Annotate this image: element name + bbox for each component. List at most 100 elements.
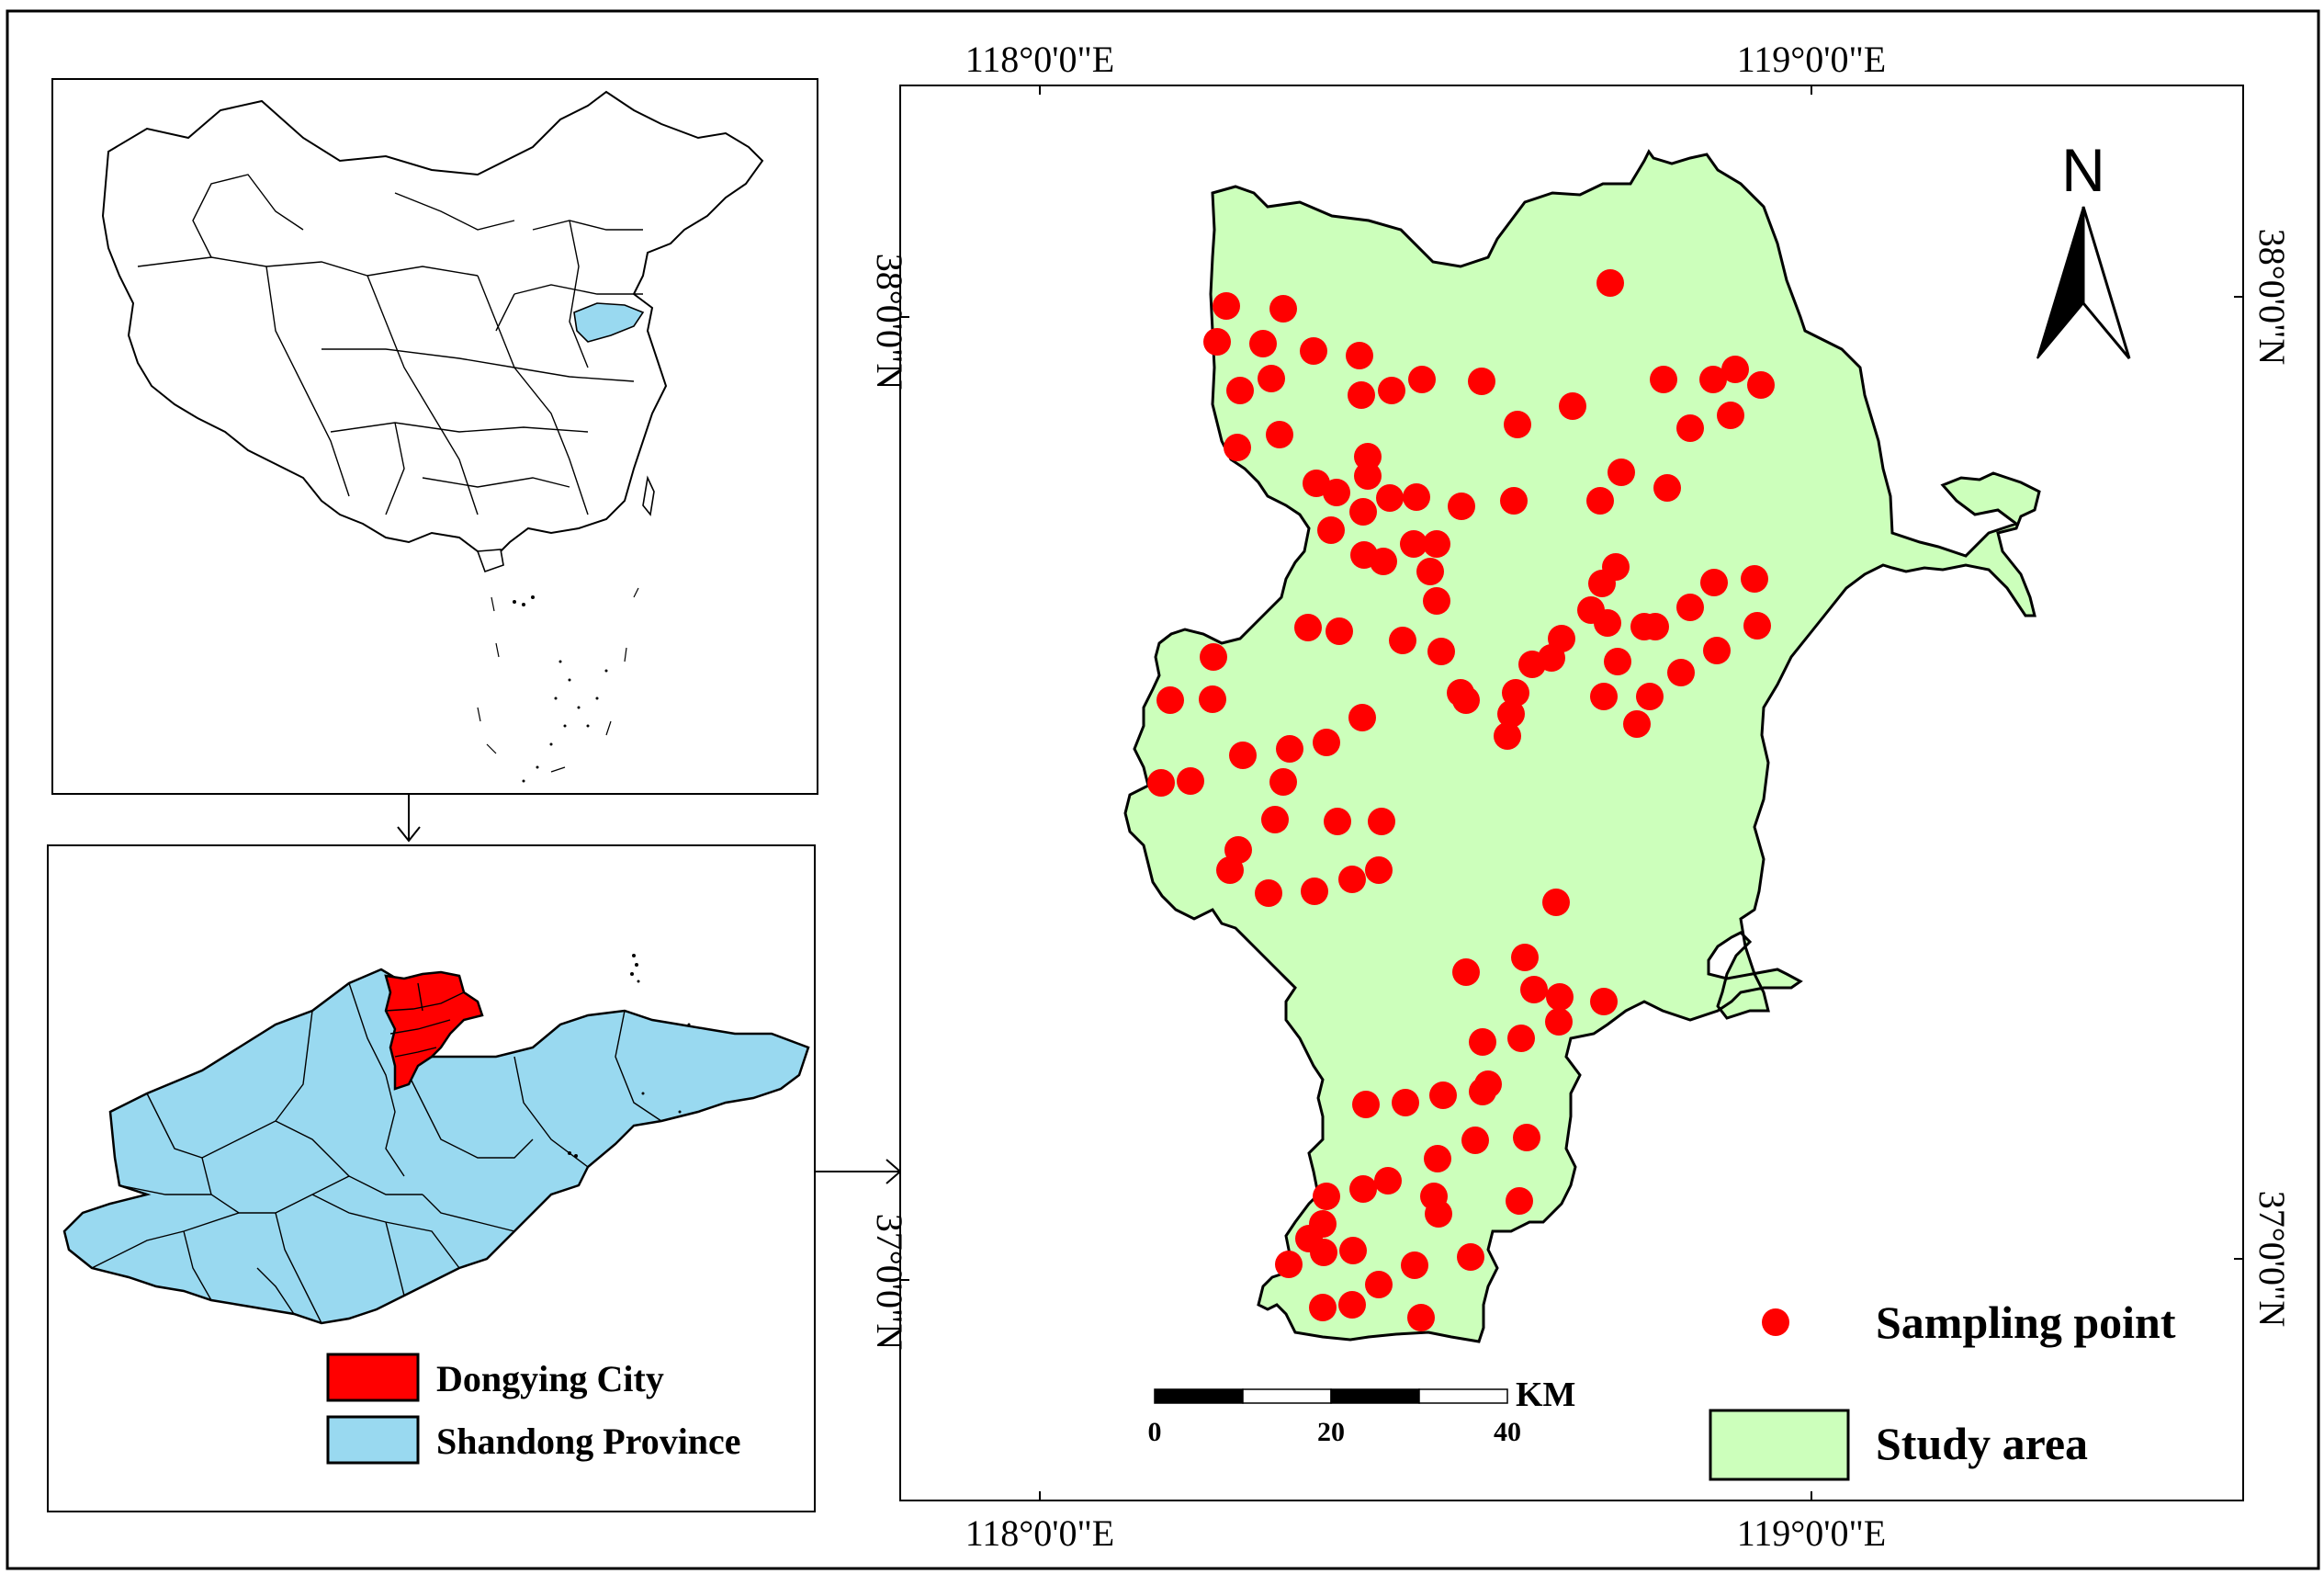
scale-bar: 0 20 40 KM	[1148, 1376, 1576, 1447]
sampling-point	[1416, 558, 1444, 585]
left-lat-label-38: 38°0'0"N	[869, 254, 910, 390]
offshore-islands	[568, 954, 691, 1158]
sampling-point	[1313, 729, 1340, 756]
sampling-point	[1500, 487, 1528, 515]
sampling-point	[1229, 742, 1257, 769]
sampling-point	[1348, 704, 1376, 731]
main-map: 118°0'0"E 119°0'0"E 118°0'0"E 119°0'0"E …	[869, 39, 2293, 1554]
legend-point-symbol	[1762, 1308, 1789, 1336]
sampling-point	[1623, 710, 1651, 738]
sampling-point	[1403, 483, 1430, 511]
sampling-point	[1407, 1304, 1435, 1331]
sampling-point	[1354, 443, 1382, 470]
sampling-point	[1365, 1271, 1393, 1298]
sampling-point	[1538, 644, 1565, 672]
scale-seg-4	[1418, 1388, 1508, 1404]
sampling-point	[1504, 411, 1531, 438]
sampling-point	[1741, 565, 1768, 593]
outer-frame	[6, 9, 2320, 1570]
sampling-point	[1147, 769, 1175, 797]
sampling-points	[1147, 269, 1775, 1331]
sampling-point	[1424, 1145, 1451, 1172]
sampling-point	[1266, 421, 1293, 448]
sampling-point	[1213, 292, 1240, 320]
hainan-island	[476, 549, 504, 573]
sampling-point	[1156, 686, 1184, 714]
sampling-point	[1378, 377, 1405, 404]
china-inset	[51, 78, 818, 795]
arrow-down	[397, 794, 421, 843]
sampling-point	[1348, 381, 1375, 409]
sampling-point	[1429, 1081, 1457, 1109]
sampling-point	[1258, 365, 1285, 392]
sampling-point	[1506, 1187, 1533, 1215]
sampling-point	[1352, 1091, 1380, 1118]
sampling-point	[1326, 617, 1353, 645]
sampling-point	[1374, 1167, 1402, 1195]
arrow-right	[815, 1159, 902, 1184]
sampling-point	[1502, 679, 1529, 707]
sampling-point	[1721, 356, 1749, 383]
sampling-point	[1427, 638, 1455, 665]
scale-tick-20: 20	[1317, 1417, 1345, 1447]
sampling-point	[1423, 530, 1450, 558]
sampling-point	[1200, 643, 1227, 671]
sampling-point	[1676, 414, 1704, 442]
sampling-point	[1588, 570, 1616, 597]
sampling-point	[1469, 1078, 1496, 1105]
legend-dongying-swatch	[326, 1353, 420, 1402]
sampling-point	[1461, 1127, 1489, 1154]
sampling-point	[1667, 659, 1695, 686]
sampling-point	[1354, 462, 1382, 490]
sampling-point	[1590, 988, 1618, 1015]
legend-shandong-swatch	[326, 1415, 420, 1465]
north-arrow-right-half	[2081, 206, 2131, 359]
scale-tick-0: 0	[1148, 1417, 1162, 1447]
sampling-point	[1650, 366, 1677, 393]
sampling-point	[1389, 627, 1416, 654]
sampling-point	[1448, 493, 1475, 520]
legend-shandong-label: Shandong Province	[436, 1421, 741, 1462]
sampling-point	[1423, 587, 1450, 615]
sampling-point	[1425, 1200, 1452, 1228]
sampling-point	[1401, 1251, 1428, 1279]
sampling-point	[1269, 768, 1297, 796]
sampling-point	[1717, 402, 1744, 429]
dongying-in-shandong	[384, 970, 484, 1091]
sampling-point	[1586, 487, 1614, 515]
sampling-point	[1497, 700, 1525, 728]
dash-line	[477, 587, 639, 773]
sampling-point	[1216, 856, 1244, 884]
sampling-point	[1368, 808, 1395, 835]
sampling-point	[1203, 328, 1231, 356]
legend-dongying-label: Dongying City	[436, 1358, 664, 1399]
sampling-point	[1590, 683, 1618, 710]
bottom-lon-label-119: 119°0'0"E	[1737, 1512, 1886, 1554]
sampling-point	[1703, 637, 1731, 664]
sampling-point	[1392, 1089, 1419, 1116]
sampling-point	[1317, 516, 1345, 544]
sampling-point	[1349, 1175, 1377, 1203]
sampling-point	[1511, 944, 1539, 971]
sampling-point	[1546, 983, 1574, 1011]
sampling-point	[1494, 722, 1521, 750]
graticule-ticks	[900, 85, 2243, 1500]
sampling-point	[1310, 1239, 1337, 1266]
legend-study-area-label: Study area	[1876, 1418, 2088, 1469]
scale-unit: KM	[1516, 1376, 1575, 1414]
sampling-point	[1743, 612, 1771, 640]
sampling-point	[1457, 1243, 1484, 1271]
sampling-point	[1400, 530, 1427, 558]
study-area	[1123, 149, 2041, 1343]
north-arrow: N	[2036, 136, 2131, 359]
sampling-point	[1199, 685, 1226, 713]
sampling-point	[1452, 958, 1480, 986]
north-label: N	[2061, 136, 2105, 204]
sampling-point	[1542, 889, 1570, 916]
right-lat-label-37: 37°0'0"N	[2251, 1191, 2293, 1327]
sampling-point	[1177, 767, 1204, 795]
sampling-point	[1275, 1251, 1303, 1278]
sampling-point	[1294, 614, 1322, 641]
sampling-point	[1653, 474, 1681, 502]
